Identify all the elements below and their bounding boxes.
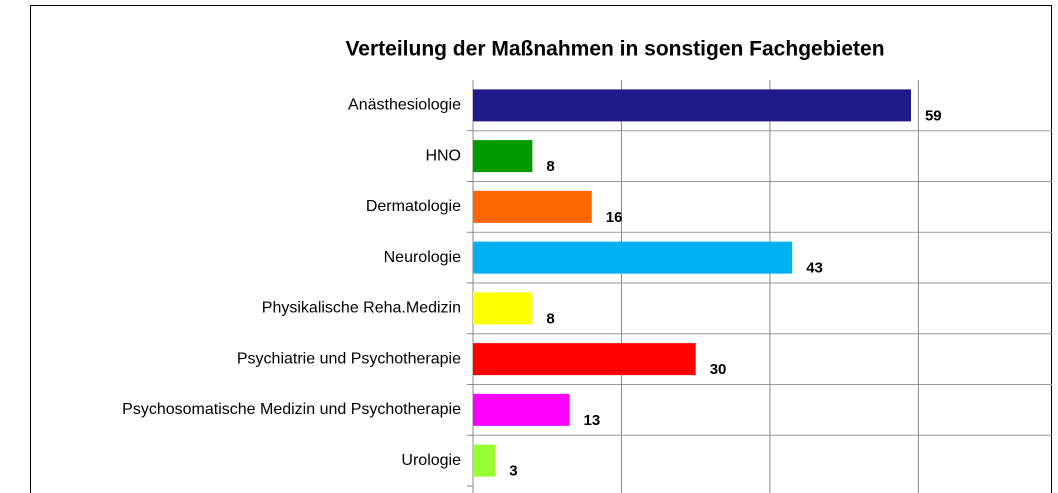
value-label: 59: [925, 107, 942, 124]
y-tick-label: Anästhesiologie: [348, 97, 461, 114]
y-tick-label: Psychosomatische Medizin und Psychothera…: [122, 401, 461, 418]
bar: [473, 89, 911, 122]
chart-title: Verteilung der Maßnahmen in sonstigen Fa…: [345, 38, 884, 61]
bar: [473, 140, 533, 173]
value-label: 8: [546, 310, 554, 327]
y-tick-label: Neurologie: [384, 249, 461, 266]
bar: [473, 241, 793, 274]
value-label: 30: [710, 361, 727, 378]
bar: [473, 444, 496, 477]
bar: [473, 292, 533, 325]
y-tick-label: HNO: [425, 147, 461, 164]
bar: [473, 393, 570, 426]
bar: [473, 343, 696, 376]
y-tick-label: Psychiatrie und Psychotherapie: [237, 350, 461, 367]
value-label: 16: [606, 209, 623, 226]
bar: [473, 190, 592, 223]
value-label: 43: [806, 260, 823, 277]
value-label: 3: [509, 463, 517, 480]
y-tick-label: Urologie: [401, 452, 461, 469]
value-label: 13: [584, 412, 601, 429]
value-label: 8: [546, 158, 554, 175]
y-tick-label: Physikalische Reha.Medizin: [262, 300, 461, 317]
y-tick-label: Dermatologie: [366, 198, 461, 215]
